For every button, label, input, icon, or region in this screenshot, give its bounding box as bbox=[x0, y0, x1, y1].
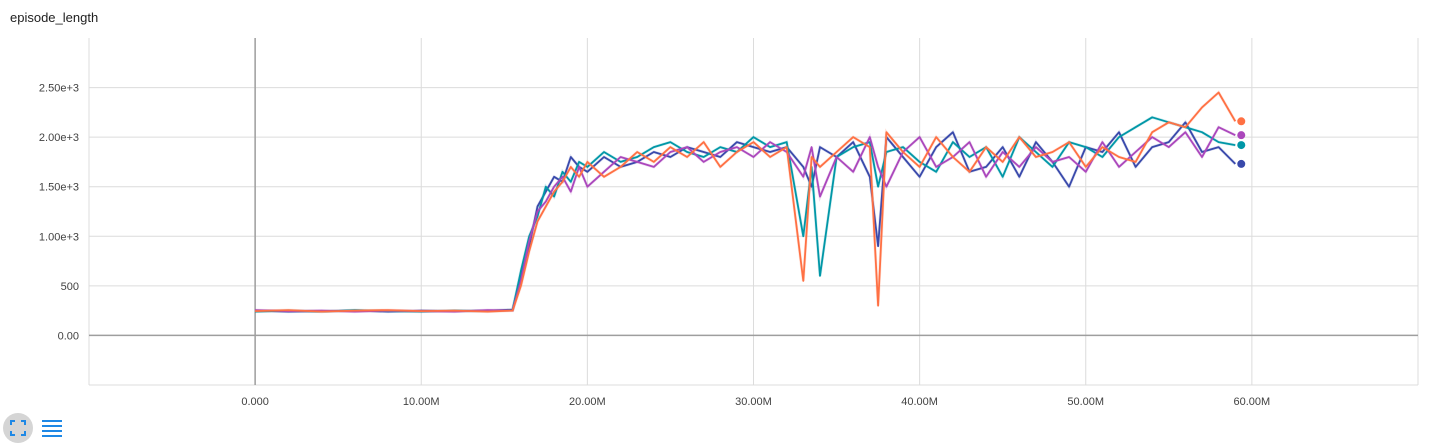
x-tick-label: 50.00M bbox=[1067, 396, 1104, 408]
fullscreen-icon bbox=[10, 420, 26, 436]
chart-series bbox=[255, 90, 1246, 314]
y-tick-label: 1.50e+3 bbox=[39, 182, 79, 194]
y-tick-label: 500 bbox=[61, 281, 79, 293]
chart-grid bbox=[88, 38, 1419, 386]
series-line bbox=[255, 116, 1236, 313]
x-tick-label: 30.00M bbox=[735, 396, 772, 408]
series-end-marker bbox=[1237, 131, 1246, 140]
x-tick-label: 40.00M bbox=[901, 396, 938, 408]
series-line-raw bbox=[255, 90, 1237, 314]
y-tick-label: 1.00e+3 bbox=[39, 231, 79, 243]
y-tick-label: 2.00e+3 bbox=[39, 132, 79, 144]
series-end-marker bbox=[1237, 141, 1246, 150]
x-tick-label: 10.00M bbox=[403, 396, 440, 408]
chart-tick-labels: 0.000 10.00M 20.00M 30.00M 40.00M 50.00M 60.00… bbox=[39, 83, 1270, 408]
x-tick-label: 20.00M bbox=[569, 396, 606, 408]
series-line bbox=[255, 126, 1236, 313]
y-tick-label: 0.00 bbox=[58, 330, 79, 342]
series-line-raw bbox=[255, 125, 1236, 314]
x-tick-label: 0.000 bbox=[241, 396, 269, 408]
y-tick-label: 2.50e+3 bbox=[39, 83, 79, 95]
series-line bbox=[255, 91, 1237, 313]
x-tick-label: 60.00M bbox=[1234, 396, 1271, 408]
fullscreen-button[interactable] bbox=[3, 413, 33, 443]
chart-title: episode_length bbox=[10, 10, 99, 25]
data-table-button[interactable] bbox=[40, 416, 64, 440]
series-end-marker bbox=[1237, 159, 1246, 168]
list-icon bbox=[42, 420, 62, 437]
series-end-marker bbox=[1237, 117, 1246, 126]
chart-axes bbox=[89, 38, 1418, 385]
